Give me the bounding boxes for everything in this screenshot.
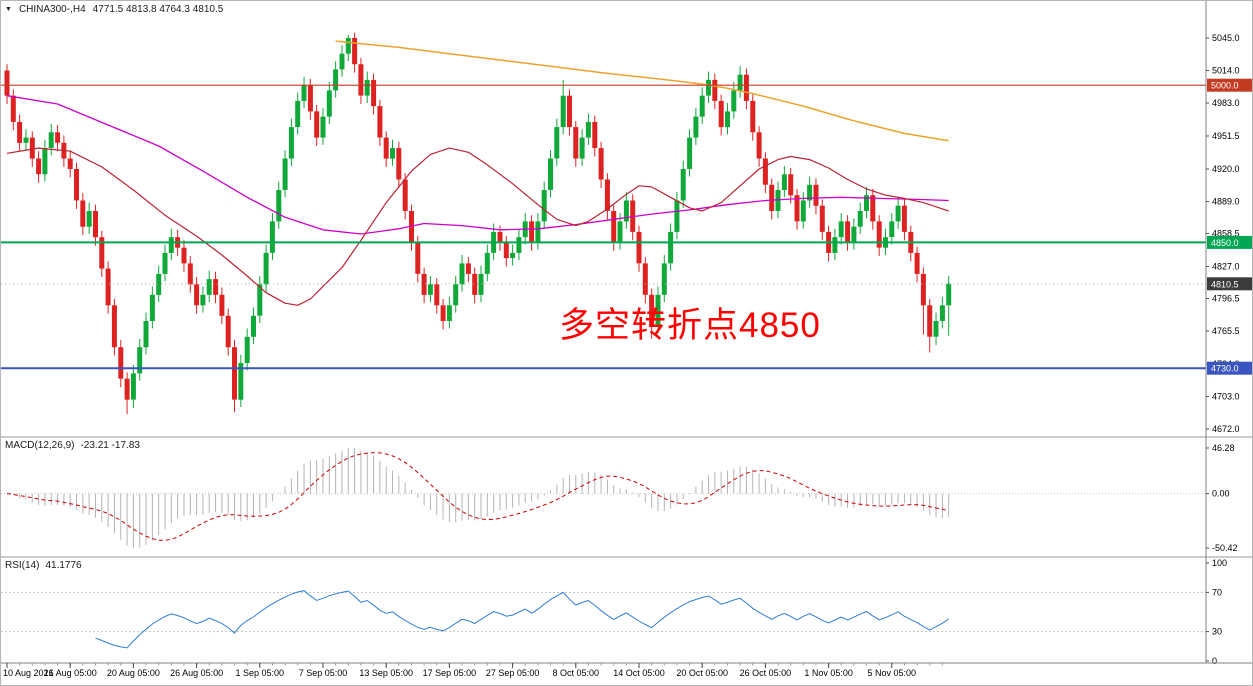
- svg-text:7 Sep 05:00: 7 Sep 05:00: [299, 668, 348, 678]
- horizontal-lines-layer[interactable]: [1, 84, 1206, 370]
- macd-values: -23.21 -17.83: [80, 440, 140, 451]
- svg-text:4850.0: 4850.0: [1211, 238, 1239, 248]
- svg-text:0: 0: [1212, 656, 1217, 666]
- candles-layer: [4, 32, 952, 415]
- svg-text:4672.0: 4672.0: [1212, 424, 1240, 434]
- moving-averages-layer: [6, 40, 949, 306]
- price-axis[interactable]: 5045.0 5014.0 4983.0 4951.5 4920.0 4889.0 4858…: [1205, 1, 1253, 666]
- svg-text:5 Nov 05:00: 5 Nov 05:00: [868, 668, 917, 678]
- svg-text:5045.0: 5045.0: [1212, 33, 1240, 43]
- svg-text:27 Sep 05:00: 27 Sep 05:00: [486, 668, 540, 678]
- symbol-ohlc: 4771.5 4813.8 4764.3 4810.5: [92, 4, 224, 15]
- svg-text:4796.5: 4796.5: [1212, 293, 1240, 303]
- svg-text:4983.0: 4983.0: [1212, 98, 1240, 108]
- svg-text:4827.0: 4827.0: [1212, 262, 1240, 272]
- svg-text:4810.5: 4810.5: [1211, 279, 1239, 289]
- svg-text:26 Oct 05:00: 26 Oct 05:00: [740, 668, 792, 678]
- svg-text:1 Nov 05:00: 1 Nov 05:00: [804, 668, 853, 678]
- svg-text:5000.0: 5000.0: [1211, 81, 1239, 91]
- svg-text:4858.5: 4858.5: [1212, 229, 1240, 239]
- svg-text:14 Oct 05:00: 14 Oct 05:00: [613, 668, 665, 678]
- rsi-panel: [1, 590, 1206, 649]
- rsi-indicator-label: RSI(14) 41.1776: [5, 560, 82, 571]
- macd-indicator-label: MACD(12,26,9) -23.21 -17.83: [5, 440, 140, 451]
- svg-text:17 Sep 05:00: 17 Sep 05:00: [423, 668, 477, 678]
- macd-name: MACD(12,26,9): [5, 440, 75, 451]
- svg-text:10 Aug 2021: 10 Aug 2021: [3, 668, 54, 678]
- symbol-name: CHINA300-,H4: [18, 4, 86, 15]
- rsi-name: RSI(14): [5, 560, 40, 571]
- svg-text:4765.5: 4765.5: [1212, 326, 1240, 336]
- svg-text:30: 30: [1212, 627, 1222, 637]
- chart-annotation[interactable]: 多空转折点4850: [559, 306, 821, 345]
- macd-panel: [1, 448, 1206, 548]
- svg-text:8 Oct 05:00: 8 Oct 05:00: [553, 668, 600, 678]
- svg-text:100: 100: [1212, 558, 1227, 568]
- svg-text:0.00: 0.00: [1212, 489, 1230, 499]
- svg-text:4703.0: 4703.0: [1212, 392, 1240, 402]
- rsi-value: 41.1776: [45, 560, 82, 571]
- symbol-info-bar: ▼ CHINA300-,H4 4771.5 4813.8 4764.3 4810…: [5, 4, 223, 15]
- svg-text:46.28: 46.28: [1212, 443, 1235, 453]
- svg-text:4730.0: 4730.0: [1211, 364, 1239, 374]
- svg-text:13 Sep 05:00: 13 Sep 05:00: [359, 668, 413, 678]
- svg-text:16 Aug 05:00: 16 Aug 05:00: [44, 668, 97, 678]
- price-tag: 4810.5: [1207, 277, 1252, 291]
- svg-text:1 Sep 05:00: 1 Sep 05:00: [236, 668, 285, 678]
- svg-text:4920.0: 4920.0: [1212, 164, 1240, 174]
- price-tag: 4730.0: [1207, 361, 1252, 375]
- svg-text:70: 70: [1212, 587, 1222, 597]
- svg-text:20 Oct 05:00: 20 Oct 05:00: [676, 668, 728, 678]
- symbol-collapse-icon[interactable]: ▼: [5, 6, 12, 13]
- svg-text:-50.42: -50.42: [1212, 543, 1238, 553]
- panel-separators: [1, 436, 1252, 558]
- price-tag: 4850.0: [1207, 235, 1252, 249]
- price-tag: 5000.0: [1207, 78, 1252, 92]
- svg-text:26 Aug 05:00: 26 Aug 05:00: [170, 668, 223, 678]
- svg-text:20 Aug 05:00: 20 Aug 05:00: [107, 668, 160, 678]
- svg-text:4889.0: 4889.0: [1212, 197, 1240, 207]
- svg-text:5014.0: 5014.0: [1212, 65, 1240, 75]
- svg-text:4951.5: 4951.5: [1212, 131, 1240, 141]
